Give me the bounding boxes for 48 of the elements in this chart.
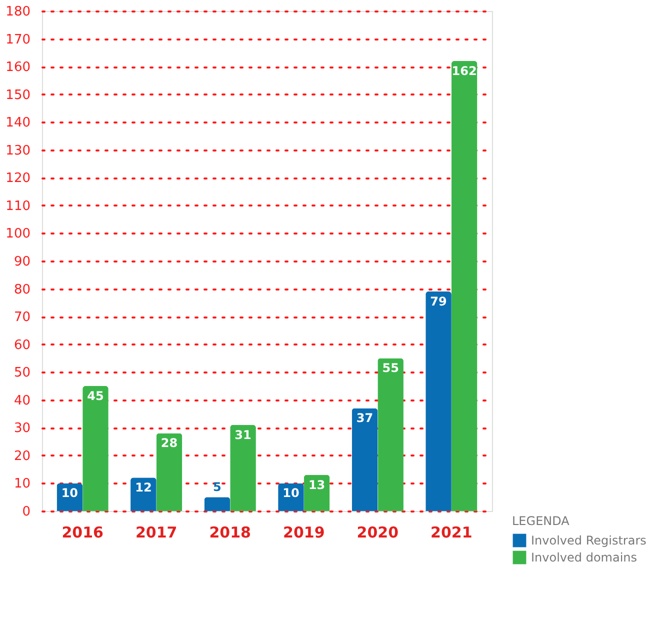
y-tick-label: 120: [6, 171, 30, 186]
legend-title: LEGENDA: [512, 514, 570, 528]
bar: [204, 497, 230, 511]
x-tick-label: 2018: [209, 524, 251, 542]
data-label: 79: [430, 294, 447, 309]
y-tick-label: 90: [14, 254, 30, 270]
y-tick-label: 180: [6, 4, 30, 20]
data-label: 5: [213, 480, 222, 494]
y-tick-label: 0: [22, 504, 30, 520]
x-tick-label: 2019: [283, 524, 325, 542]
y-tick-label: 70: [14, 310, 30, 326]
x-tick-label: 2016: [62, 524, 104, 542]
data-label: 28: [160, 436, 178, 450]
legend-label: Involved domains: [531, 550, 638, 564]
data-label: 10: [61, 486, 78, 500]
y-tick-label: 10: [14, 476, 30, 492]
x-tick-label: 2020: [356, 524, 399, 542]
data-label: 37: [356, 411, 374, 426]
bar: [378, 358, 404, 511]
bar: [352, 408, 378, 511]
data-label: 55: [382, 361, 399, 376]
data-label: 10: [282, 486, 300, 500]
y-tick-label: 160: [6, 60, 30, 76]
y-tick-label: 20: [14, 448, 30, 464]
data-label: 162: [452, 64, 477, 78]
data-label: 45: [87, 389, 104, 403]
y-tick-label: 100: [6, 226, 30, 242]
y-tick-label: 60: [14, 338, 30, 353]
legend-label: Involved Registrars: [531, 534, 646, 548]
y-tick-label: 140: [6, 116, 30, 131]
bar: [451, 61, 478, 511]
y-tick-label: 130: [6, 143, 30, 158]
bar: [156, 433, 182, 511]
bar: [230, 424, 256, 511]
bar: [82, 386, 108, 511]
x-tick-label: 2021: [430, 524, 472, 542]
y-tick-label: 170: [6, 32, 30, 48]
bar: [426, 292, 452, 511]
y-tick-label: 30: [14, 421, 30, 436]
data-label: 31: [234, 428, 252, 442]
x-tick-label: 2017: [135, 524, 178, 542]
y-tick-label: 80: [14, 282, 30, 298]
y-tick-label: 110: [6, 198, 30, 214]
data-label: 13: [308, 478, 326, 492]
y-tick-label: 40: [14, 393, 30, 408]
y-tick-label: 150: [6, 88, 30, 103]
y-tick-label: 50: [14, 366, 30, 381]
data-label: 12: [135, 480, 152, 495]
